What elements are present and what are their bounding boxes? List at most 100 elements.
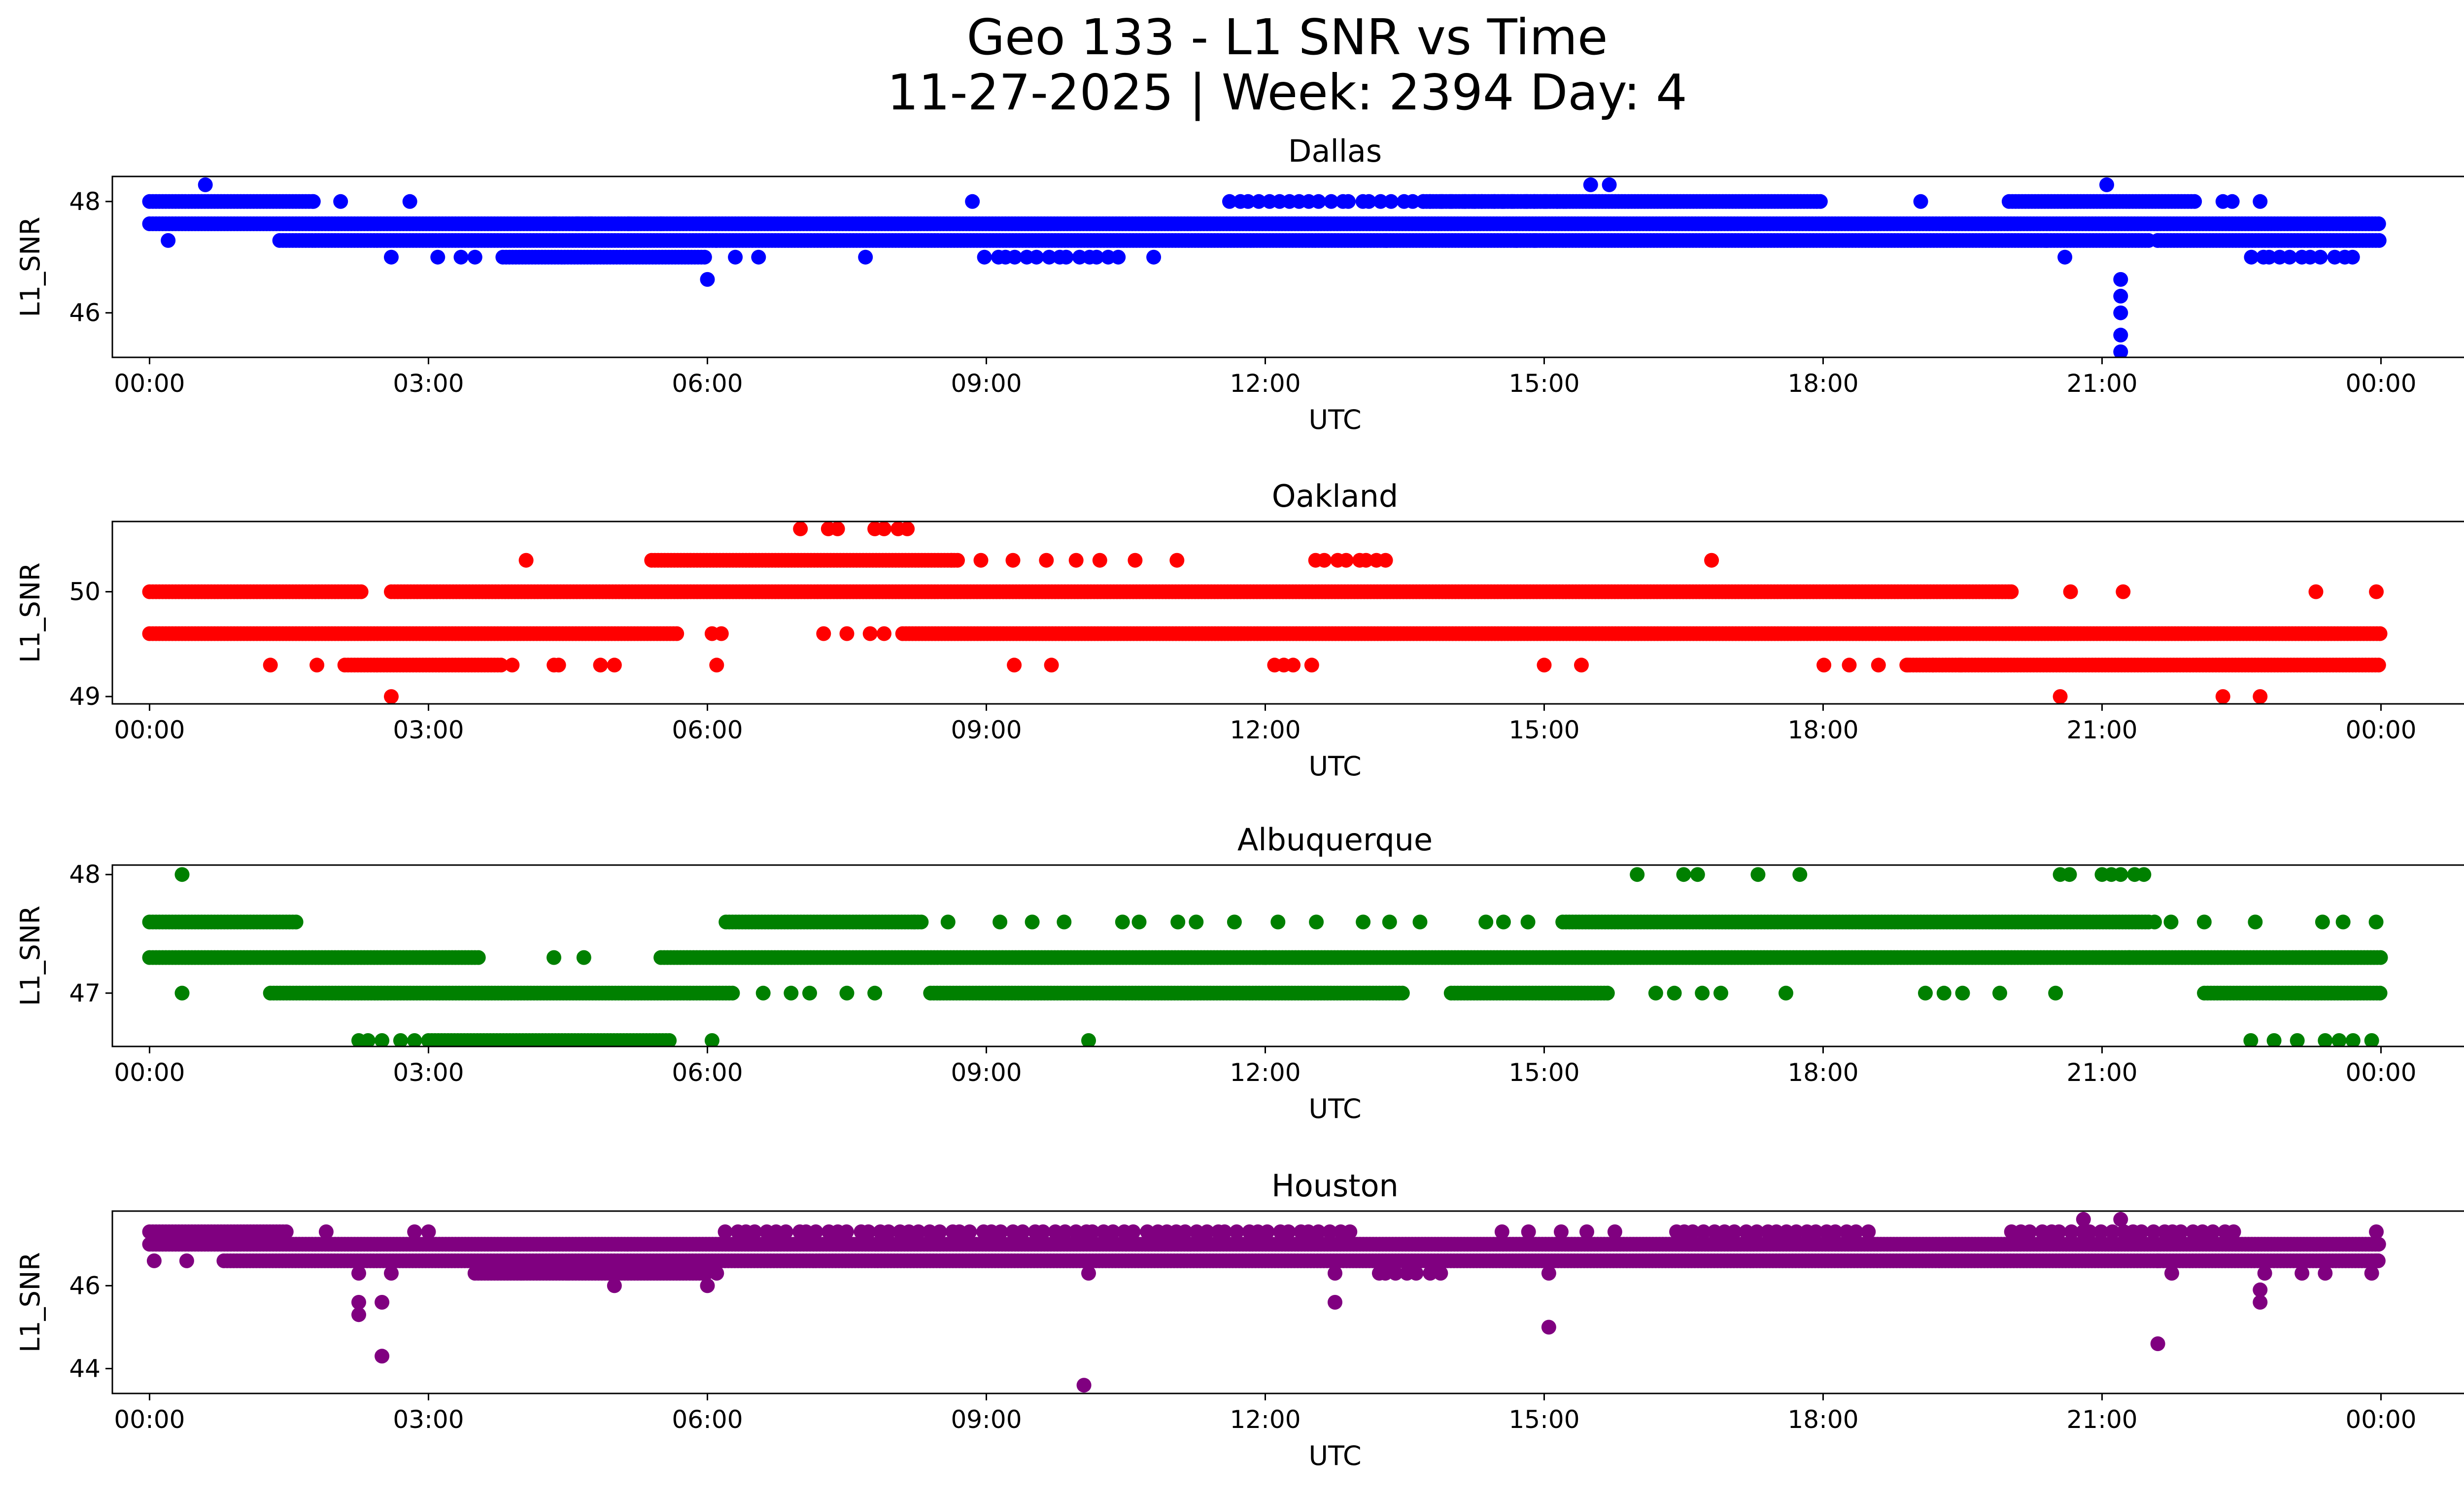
scatter-point bbox=[2215, 689, 2230, 704]
scatter-point bbox=[375, 1033, 390, 1046]
scatter-point bbox=[2266, 1033, 2282, 1046]
scatter-point bbox=[2063, 584, 2078, 599]
scatter-point bbox=[1496, 914, 1511, 930]
scatter-point bbox=[2113, 327, 2128, 343]
scatter-point bbox=[2113, 305, 2128, 320]
scatter-point bbox=[1373, 194, 1388, 209]
scatter-point bbox=[1871, 658, 1886, 673]
scatter-point bbox=[1695, 985, 1710, 1001]
scatter-point bbox=[2345, 1033, 2361, 1046]
axes-frame-oakland bbox=[111, 521, 2464, 705]
scatter-point bbox=[1779, 985, 1793, 1001]
scatter-point bbox=[1358, 553, 1373, 568]
x-tick-label: 12:00 bbox=[1230, 1058, 1300, 1087]
x-axis-label-dallas: UTC bbox=[1308, 404, 1361, 435]
scatter-point bbox=[1955, 985, 1970, 1001]
scatter-point bbox=[576, 950, 591, 965]
scatter-point bbox=[309, 658, 325, 673]
scatter-point bbox=[547, 950, 561, 965]
scatter-point bbox=[2372, 985, 2388, 1001]
y-axis-label-albuquerque: L1_SNR bbox=[15, 905, 46, 1006]
scatter-point bbox=[2327, 249, 2342, 265]
scatter-point bbox=[2048, 985, 2063, 1001]
scatter-point bbox=[407, 1033, 422, 1046]
scatter-point bbox=[2313, 249, 2328, 265]
scatter-point bbox=[1317, 553, 1332, 568]
scatter-point bbox=[2243, 1033, 2259, 1046]
scatter-point bbox=[402, 194, 417, 209]
scatter-point bbox=[1089, 249, 1104, 265]
scatter-point bbox=[1405, 194, 1420, 209]
x-tick-label: 18:00 bbox=[1787, 1058, 1858, 1087]
scatter-points-albuquerque bbox=[142, 867, 2388, 1046]
scatter-point bbox=[333, 194, 348, 209]
scatter-point bbox=[607, 658, 622, 673]
axes-frame-albuquerque bbox=[111, 864, 2464, 1047]
scatter-point bbox=[384, 249, 399, 265]
scatter-point bbox=[174, 867, 190, 882]
scatter-point bbox=[1913, 194, 1928, 209]
scatter-point bbox=[728, 249, 743, 265]
scatter-point bbox=[2196, 914, 2212, 930]
scatter-point bbox=[430, 249, 445, 265]
scatter-point bbox=[2004, 584, 2019, 599]
x-tick-label: 03:00 bbox=[393, 1058, 464, 1087]
scatter-point bbox=[1240, 194, 1256, 209]
x-axis-label-oakland: UTC bbox=[1308, 751, 1361, 782]
scatter-point bbox=[1304, 658, 1319, 673]
scatter-point bbox=[493, 658, 509, 673]
scatter-points-oakland bbox=[142, 522, 2388, 704]
scatter-point bbox=[1311, 194, 1326, 209]
scatter-point bbox=[2302, 249, 2318, 265]
scatter-point bbox=[2373, 950, 2388, 965]
scatter-point bbox=[2224, 194, 2240, 209]
figure-title-line1: Geo 133 - L1 SNR vs Time bbox=[967, 8, 1608, 66]
x-tick-label: 18:00 bbox=[1787, 369, 1858, 398]
scatter-point bbox=[1583, 177, 1598, 192]
scatter-point bbox=[839, 626, 855, 641]
scatter-point bbox=[1270, 914, 1286, 930]
scatter-point bbox=[1520, 914, 1536, 930]
scatter-point bbox=[1383, 194, 1399, 209]
scatter-point bbox=[714, 626, 729, 641]
scatter-point bbox=[2253, 689, 2268, 704]
scatter-point bbox=[288, 914, 304, 930]
subplot-title-houston: Houston bbox=[1271, 1168, 1399, 1204]
scatter-point bbox=[709, 658, 724, 673]
scatter-point bbox=[700, 272, 715, 287]
scatter-point bbox=[1068, 553, 1084, 568]
scatter-point bbox=[900, 522, 915, 536]
x-tick-label: 09:00 bbox=[951, 369, 1022, 398]
scatter-point bbox=[1574, 658, 1589, 673]
scatter-point bbox=[1039, 553, 1054, 568]
scatter-point bbox=[944, 553, 959, 568]
scatter-point bbox=[1713, 985, 1728, 1001]
scatter-point bbox=[2057, 249, 2073, 265]
y-tick-label: 46 bbox=[69, 299, 101, 327]
scatter-point bbox=[621, 216, 636, 231]
x-axis-label-albuquerque: UTC bbox=[1308, 1093, 1361, 1124]
scatter-point bbox=[1537, 658, 1552, 673]
scatter-point bbox=[1025, 914, 1040, 930]
scatter-point bbox=[2345, 249, 2360, 265]
x-tick-label: 21:00 bbox=[2066, 716, 2137, 744]
scatter-point bbox=[2053, 689, 2068, 704]
scatter-point bbox=[1792, 867, 1808, 882]
scatter-point bbox=[2113, 344, 2128, 357]
scatter-point bbox=[1251, 194, 1266, 209]
scatter-point bbox=[2364, 1033, 2379, 1046]
scatter-point bbox=[2113, 272, 2128, 287]
scatter-point bbox=[1378, 553, 1393, 568]
x-tick-label: 12:00 bbox=[1230, 716, 1300, 744]
scatter-point bbox=[1816, 658, 1832, 673]
scatter-point bbox=[751, 249, 766, 265]
y-axis-label-oakland: L1_SNR bbox=[15, 562, 46, 663]
scatter-point bbox=[1189, 914, 1204, 930]
x-tick-label: 15:00 bbox=[1508, 1058, 1579, 1087]
scatter-point bbox=[306, 194, 321, 209]
x-tick-label: 06:00 bbox=[672, 1058, 743, 1087]
scatter-point bbox=[1007, 658, 1022, 673]
x-tick-label: 21:00 bbox=[2066, 369, 2137, 398]
